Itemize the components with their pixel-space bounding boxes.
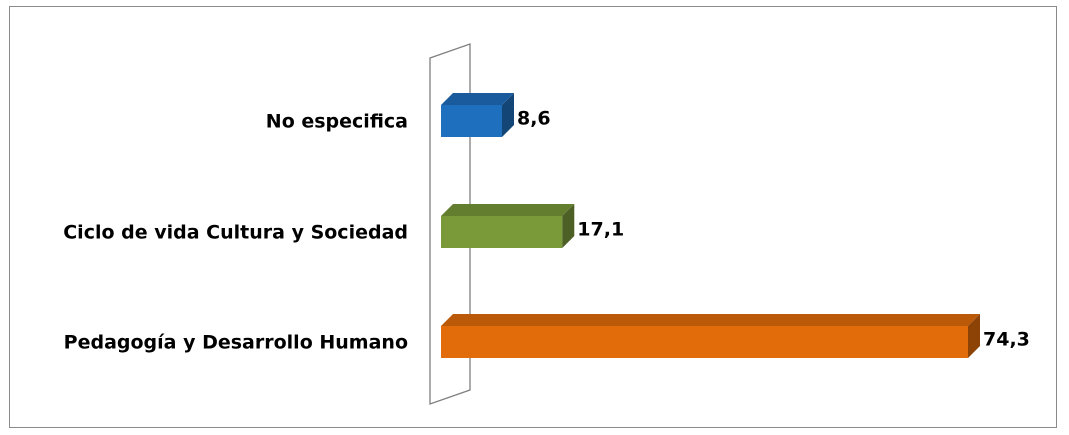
category-labels: No especifica Ciclo de vida Cultura y Soc… bbox=[63, 111, 408, 354]
value-label-pedagogia-y-desarrollo-humano: 74,3 bbox=[983, 329, 1030, 351]
bar-front-face bbox=[441, 105, 502, 137]
bar-no-especifica bbox=[441, 93, 514, 137]
bar-top-face bbox=[441, 204, 575, 216]
axis-wall bbox=[429, 43, 471, 405]
bar-side-face bbox=[501, 93, 514, 137]
category-label-pedagogia-y-desarrollo-humano: Pedagogía y Desarrollo Humano bbox=[64, 332, 408, 354]
category-label-no-especifica: No especifica bbox=[266, 111, 408, 133]
bar-pedagogia-y-desarrollo-humano bbox=[441, 314, 980, 358]
category-label-ciclo-de-vida-cultura-y-sociedad: Ciclo de vida Cultura y Sociedad bbox=[63, 222, 408, 244]
value-label-ciclo-de-vida-cultura-y-sociedad: 17,1 bbox=[577, 219, 624, 241]
axis-wall-outline bbox=[429, 43, 471, 405]
bar-side-face bbox=[968, 314, 980, 358]
bar-front-face bbox=[441, 326, 968, 358]
bar-top-face bbox=[441, 314, 980, 326]
value-label-no-especifica: 8,6 bbox=[517, 108, 551, 130]
bars-group bbox=[441, 93, 980, 358]
bar-top-face bbox=[441, 93, 514, 105]
bar-side-face bbox=[562, 204, 575, 248]
bar-front-face bbox=[441, 216, 563, 248]
bar-ciclo-de-vida-cultura-y-sociedad bbox=[441, 204, 575, 248]
value-labels: 8,6 17,1 74,3 bbox=[517, 108, 1030, 351]
